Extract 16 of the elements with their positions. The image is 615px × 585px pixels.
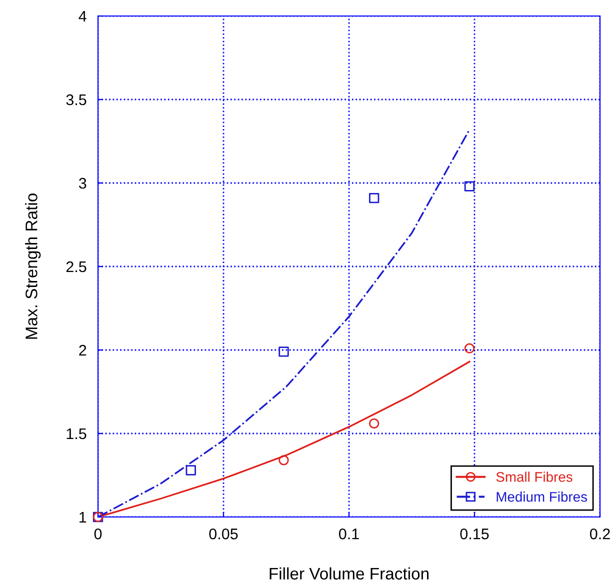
y-tick-label: 1.5 [66, 428, 86, 440]
y-tick-label: 3.5 [66, 94, 86, 106]
y-tick-label: 4 [78, 11, 86, 22]
x-tick-label: 0.1 [338, 528, 359, 540]
y-tick-label: 2 [79, 344, 86, 356]
x-axis-title: Filler Volume Fraction [270, 567, 429, 580]
x-tick-label: 0 [94, 528, 102, 540]
x-tick-label: 0.2 [590, 528, 610, 540]
y-tick-label: 2.5 [66, 261, 86, 272]
x-tick-label: 0.15 [460, 528, 489, 540]
y-tick-label: 1 [80, 512, 86, 523]
x-tick-label: 0.05 [209, 528, 238, 540]
legend-label: Medium Fibres [496, 492, 588, 502]
y-axis-title: Max. Strength Ratio [25, 194, 41, 339]
legend-label: Small Fibres [496, 472, 572, 482]
y-tick-label: 3 [78, 178, 86, 189]
